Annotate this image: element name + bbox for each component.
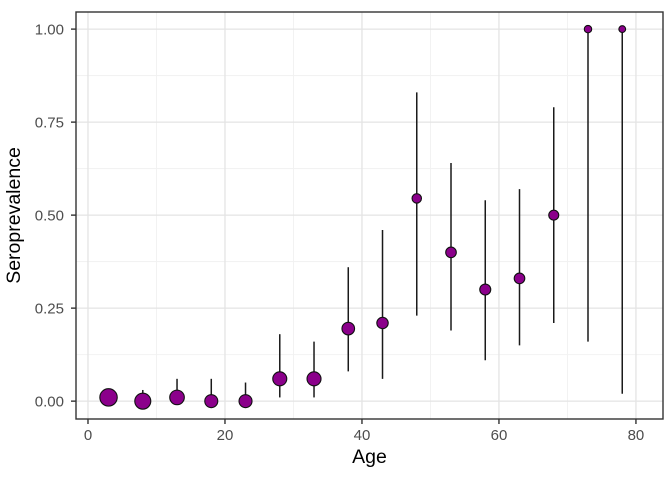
data-point xyxy=(618,25,627,34)
x-axis-title: Age xyxy=(352,446,387,468)
data-point xyxy=(479,283,492,296)
data-point xyxy=(169,389,185,406)
y-axis-title: Seroprevalence xyxy=(3,147,25,284)
y-tick-label: 0.25 xyxy=(35,301,64,318)
x-tick-label: 80 xyxy=(628,427,645,444)
y-tick-label: 0.75 xyxy=(35,115,64,132)
data-point xyxy=(238,394,253,409)
data-point xyxy=(134,392,152,410)
data-point xyxy=(376,316,389,330)
axis-ticks-layer xyxy=(71,28,637,424)
data-point xyxy=(513,272,526,285)
gridlines-layer xyxy=(76,12,663,419)
axis-labels-layer: Age Seroprevalence 0 20 40 60 80 0.00 0.25 0.50… xyxy=(3,22,644,468)
data-point xyxy=(306,371,322,387)
x-tick-label: 0 xyxy=(84,427,92,444)
x-tick-label: 20 xyxy=(217,427,234,444)
data-point xyxy=(204,394,219,409)
data-point xyxy=(341,321,356,336)
data-point xyxy=(583,24,593,34)
y-tick-label: 1.00 xyxy=(35,22,64,39)
data-point xyxy=(411,193,423,204)
data-point xyxy=(272,371,288,387)
data-point xyxy=(445,246,457,259)
points-layer xyxy=(99,24,627,410)
data-point xyxy=(99,388,118,407)
y-tick-label: 0.00 xyxy=(35,394,64,411)
x-tick-label: 40 xyxy=(354,427,371,444)
y-tick-label: 0.50 xyxy=(35,208,64,225)
x-tick-label: 60 xyxy=(491,427,508,444)
data-point xyxy=(548,209,560,221)
errorbars-layer xyxy=(107,29,623,402)
